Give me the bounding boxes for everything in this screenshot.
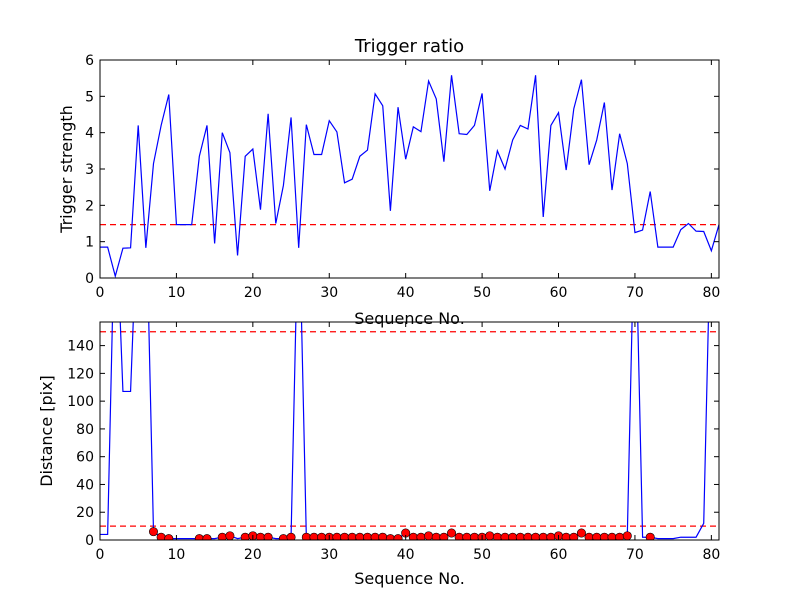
y-tick-label: 120 [67,366,94,382]
x-tick-label: 70 [626,547,644,563]
y-axis-title: Distance [pix] [37,375,56,487]
ticks: 0 10 20 30 40 50 60 70 80 0 1 2 3 4 5 6 [85,53,720,301]
data-point [202,534,212,540]
data-point [622,531,632,540]
data-point [569,532,579,540]
x-tick-label: 40 [397,285,415,301]
data-point [645,532,655,540]
data-point [439,532,449,540]
y-tick-label: 6 [85,53,94,69]
y-tick-label: 40 [76,477,94,493]
data-point [447,528,457,538]
y-tick-label: 2 [85,198,94,214]
x-tick-label: 80 [702,285,720,301]
y-tick-label: 20 [76,505,94,521]
data-point [225,531,235,540]
y-tick-label: 0 [85,271,94,287]
x-axis-title: Sequence No. [354,309,465,328]
y-tick-label: 4 [85,126,94,142]
chart-title: Trigger ratio [354,36,464,57]
data-point [263,532,273,540]
plot-area [100,322,719,540]
data-point [148,527,158,537]
data-point [286,532,296,540]
y-tick-label: 5 [85,89,94,105]
ticks: 0 10 20 30 40 50 60 70 80 0 20 40 60 80 100 120 140 [67,322,720,563]
x-tick-label: 0 [96,547,105,563]
data-point [485,531,495,540]
y-axis-title: Trigger strength [57,105,76,234]
data-point [164,534,174,540]
x-tick-label: 10 [168,285,186,301]
x-tick-label: 40 [397,547,415,563]
x-tick-label: 10 [168,547,186,563]
x-tick-label: 30 [320,285,338,301]
y-tick-label: 100 [67,394,94,410]
distance-chart: 0 10 20 30 40 50 60 70 80 0 20 40 60 80 100 120 140 Sequ… [37,321,720,588]
x-tick-label: 70 [626,285,644,301]
trigger-ratio-chart: Trigger ratio 0 10 20 30 40 50 60 70 80 0 1 2 3 4 5 6 S… [57,36,720,328]
y-tick-label: 60 [76,450,94,466]
x-axis-title: Sequence No. [354,569,465,588]
plot-area [100,75,719,278]
x-tick-label: 80 [702,547,720,563]
x-tick-label: 20 [244,547,262,563]
x-tick-label: 50 [473,547,491,563]
x-tick-label: 60 [550,547,568,563]
x-tick-label: 50 [473,285,491,301]
axes-frame [99,321,720,541]
data-point [393,534,403,540]
data-point [424,531,434,540]
y-tick-label: 80 [76,422,94,438]
series-line [100,75,719,278]
x-tick-label: 60 [550,285,568,301]
data-point [576,528,586,538]
x-tick-label: 0 [96,285,105,301]
y-tick-label: 3 [85,162,94,178]
y-tick-label: 140 [67,339,94,355]
y-tick-label: 1 [85,235,94,251]
x-tick-label: 20 [244,285,262,301]
x-tick-label: 30 [320,547,338,563]
y-tick-label: 0 [85,533,94,549]
